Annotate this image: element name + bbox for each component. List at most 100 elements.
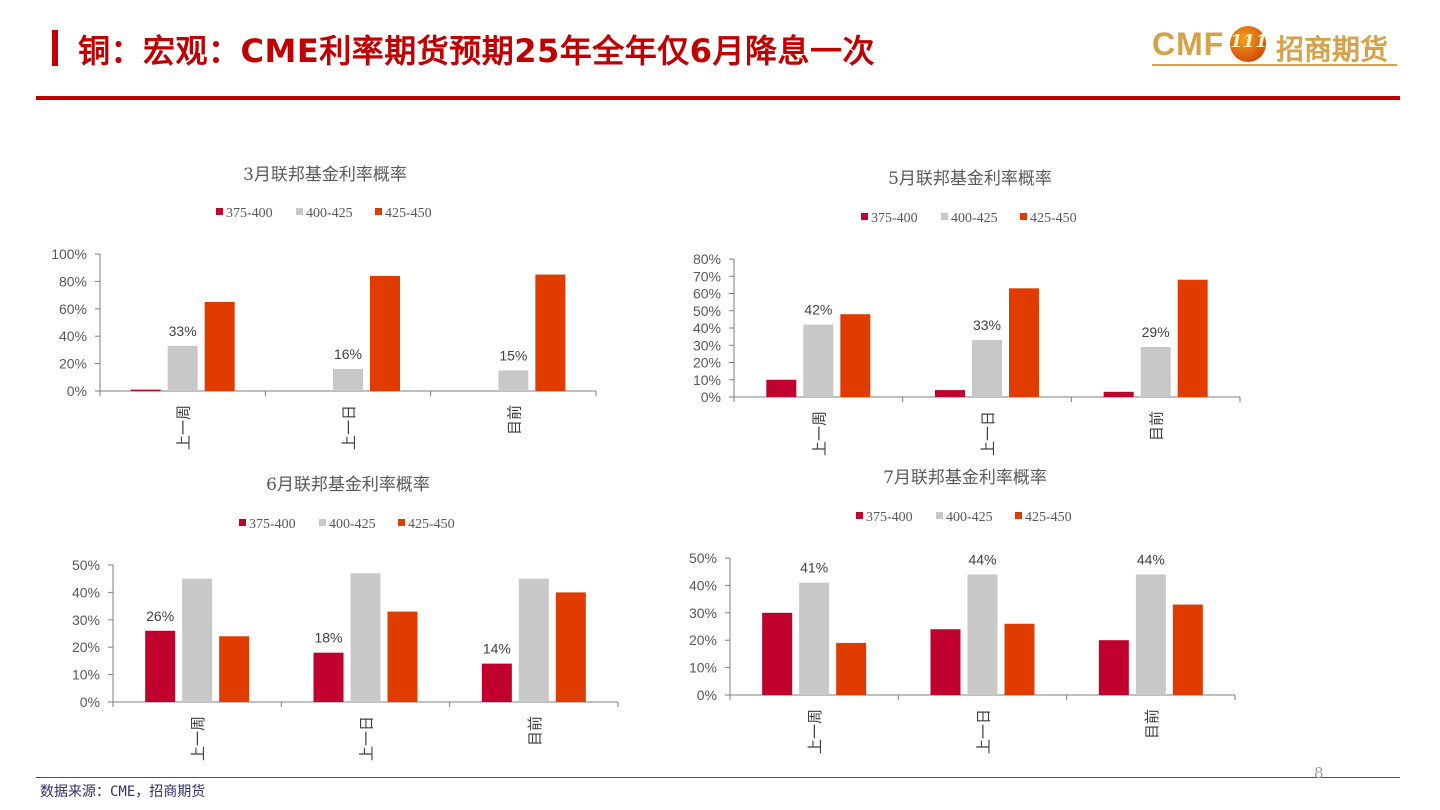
legend-swatch: [1020, 213, 1027, 220]
y-tick-label: 70%: [693, 268, 721, 284]
y-tick-label: 10%: [72, 667, 100, 683]
footer-divider: [36, 777, 1400, 778]
category-label: 目前: [505, 405, 523, 435]
category-label: 目前: [1148, 411, 1166, 441]
bar: [182, 578, 213, 702]
legend-swatch: [319, 519, 326, 526]
bar: [1177, 279, 1208, 397]
y-tick-label: 30%: [72, 612, 100, 628]
bar: [219, 636, 250, 702]
data-label: 33%: [169, 323, 197, 339]
legend-label: 375-400: [871, 211, 918, 226]
page-title: 铜：宏观：CME利率期货预期25年全年仅6月降息一次: [78, 32, 875, 70]
y-tick-label: 60%: [693, 286, 721, 302]
bar: [840, 314, 871, 397]
data-label: 14%: [483, 641, 511, 657]
data-label: 33%: [973, 317, 1001, 333]
data-label: 15%: [499, 347, 527, 363]
bar: [167, 345, 198, 391]
bar: [498, 370, 529, 391]
chart-title: 5月联邦基金利率概率: [888, 169, 1052, 189]
bar: [1103, 391, 1134, 397]
category-label: 上一周: [189, 716, 207, 761]
y-tick-label: 40%: [72, 584, 100, 600]
bar: [930, 629, 961, 695]
y-tick-label: 50%: [689, 550, 717, 566]
y-tick-label: 20%: [72, 639, 100, 655]
legend-label: 400-425: [951, 211, 998, 226]
chart-title: 7月联邦基金利率概率: [883, 468, 1047, 488]
legend-label: 400-425: [329, 517, 376, 532]
data-label: 16%: [334, 346, 362, 362]
y-tick-label: 0%: [697, 687, 717, 703]
y-tick-label: 60%: [59, 301, 87, 317]
bar: [313, 652, 344, 702]
data-label: 42%: [804, 302, 832, 318]
y-tick-label: 0%: [701, 389, 721, 405]
logo-badge-icon: 111: [1230, 26, 1268, 62]
bar: [481, 663, 512, 702]
y-tick-label: 50%: [693, 303, 721, 319]
bar: [1140, 346, 1171, 397]
bar: [555, 592, 586, 702]
bar: [1135, 574, 1166, 695]
legend-swatch: [296, 208, 303, 215]
logo-company-name: 招商期货: [1276, 33, 1389, 66]
legend-swatch: [239, 519, 246, 526]
legend-label: 425-450: [1025, 510, 1072, 525]
y-tick-label: 30%: [689, 605, 717, 621]
category-label: 上一日: [979, 411, 997, 456]
bar: [387, 611, 418, 702]
data-label: 29%: [1142, 324, 1170, 340]
y-tick-label: 20%: [693, 355, 721, 371]
y-tick-label: 80%: [59, 273, 87, 289]
category-label: 目前: [1143, 709, 1161, 739]
data-label: 26%: [146, 608, 174, 624]
bar: [1098, 640, 1129, 695]
y-tick-label: 40%: [693, 320, 721, 336]
data-label: 41%: [800, 560, 828, 576]
bar: [535, 274, 566, 391]
bar: [935, 390, 965, 397]
legend-swatch: [398, 519, 405, 526]
bar: [972, 340, 1002, 397]
y-tick-label: 10%: [693, 372, 721, 388]
y-tick-label: 100%: [51, 246, 87, 262]
legend-label: 400-425: [306, 206, 353, 221]
bar: [204, 301, 235, 391]
category-label: 上一日: [975, 709, 993, 754]
title-accent-bar: [52, 30, 58, 66]
y-tick-label: 80%: [693, 251, 721, 267]
bar: [130, 389, 161, 391]
legend-label: 375-400: [866, 510, 913, 525]
y-tick-label: 0%: [80, 694, 100, 710]
bar: [145, 630, 176, 702]
bar: [1004, 623, 1035, 695]
legend-swatch: [856, 512, 863, 519]
bar: [803, 324, 834, 397]
bar: [518, 578, 549, 702]
legend-label: 425-450: [1030, 211, 1077, 226]
data-label: 44%: [968, 551, 996, 567]
legend-swatch: [941, 213, 948, 220]
y-tick-label: 50%: [72, 557, 100, 573]
legend-label: 375-400: [249, 517, 296, 532]
legend-label: 400-425: [946, 510, 993, 525]
y-tick-label: 30%: [693, 337, 721, 353]
cmf-logo: CMF 111 招商期货: [1152, 24, 1397, 70]
y-tick-label: 40%: [689, 577, 717, 593]
logo-badge-glyph: 111: [1230, 31, 1268, 52]
bar: [333, 369, 363, 391]
legend-swatch: [936, 512, 943, 519]
bar: [799, 582, 830, 695]
y-tick-label: 10%: [689, 660, 717, 676]
legend-label: 425-450: [408, 517, 455, 532]
data-label: 18%: [314, 630, 342, 646]
category-label: 上一周: [175, 405, 193, 450]
logo-underline: [1152, 64, 1397, 66]
y-tick-label: 0%: [67, 383, 87, 399]
chart-title: 6月联邦基金利率概率: [266, 475, 430, 495]
y-tick-label: 40%: [59, 328, 87, 344]
bar: [766, 379, 797, 397]
chart-title: 3月联邦基金利率概率: [243, 165, 407, 185]
